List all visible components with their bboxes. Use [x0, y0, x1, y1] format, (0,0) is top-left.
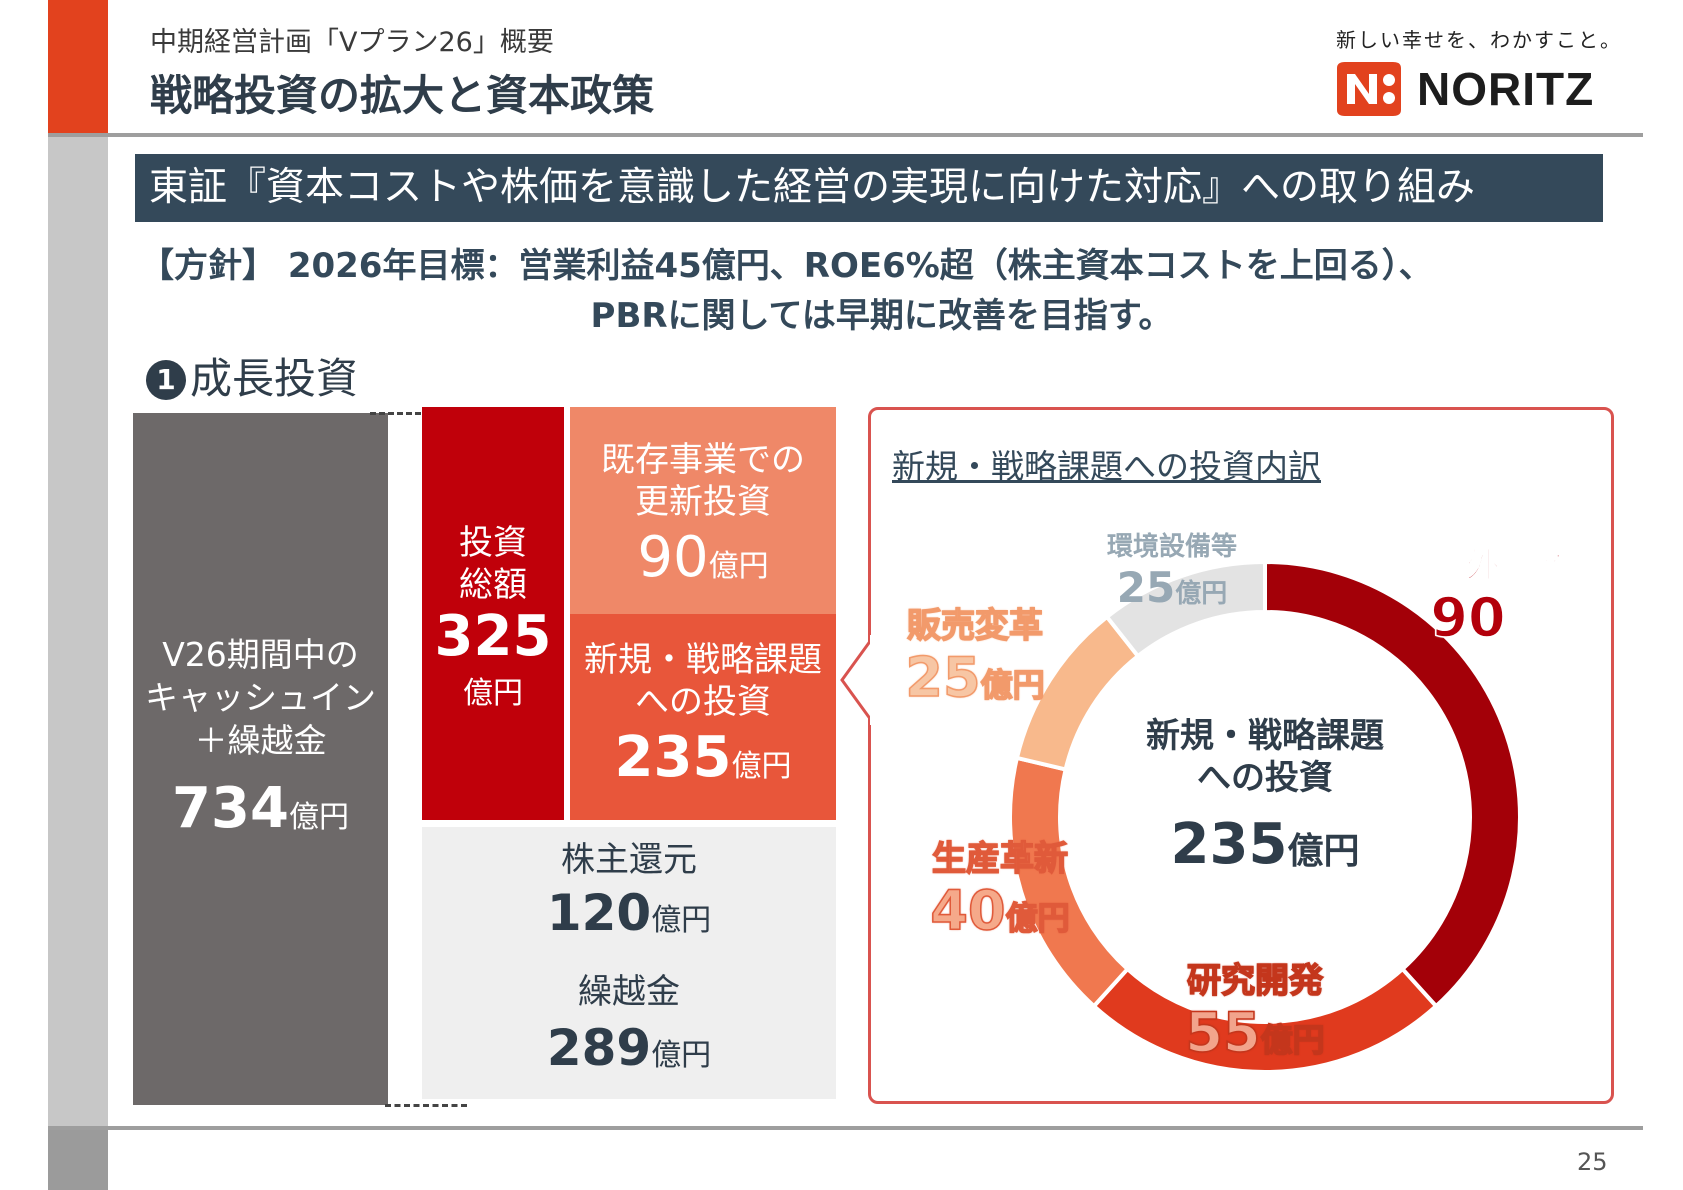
donut-value-unit: 億円 — [980, 665, 1046, 705]
side-stripe — [48, 135, 108, 1190]
tse-initiative-banner: 東証『資本コストや株価を意識した経営の実現に向けた対応』への取り組み — [135, 154, 1603, 222]
carry-unit: 億円 — [651, 1038, 712, 1073]
donut-value-unit: 億円 — [1260, 1020, 1326, 1060]
new-unit: 億円 — [731, 749, 792, 784]
cash-in-unit: 億円 — [288, 800, 349, 835]
header-accent-bar — [48, 0, 108, 135]
brand-tagline: 新しい幸せを、わかすこと。 — [1336, 28, 1622, 52]
donut-label-4: 販売変革 25億円 — [875, 605, 1075, 716]
center-amount: 235億円 — [1105, 805, 1425, 892]
donut-center-label: 新規・戦略課題 への投資 235億円 — [1105, 715, 1425, 892]
new-label-1: 新規・戦略課題 — [584, 640, 822, 680]
donut-label-name: 海外事業 — [1431, 545, 1569, 587]
donut-label-1: 海外事業 90億円 — [1400, 545, 1600, 656]
existing-label-2: 更新投資 — [635, 482, 771, 522]
section-number-badge: 1 — [146, 360, 186, 400]
footer-divider — [48, 1126, 1643, 1130]
donut-slice-5 — [1104, 559, 1267, 659]
side-stripe-bottom — [48, 1130, 108, 1190]
total-unit: 億円 — [463, 676, 523, 711]
cash-in-block: V26期間中の キャッシュイン ＋繰越金 734億円 — [133, 413, 388, 1105]
center-unit: 億円 — [1287, 831, 1360, 872]
shareholder-return-block: 株主還元 120億円 — [422, 827, 836, 949]
new-label-2: への投資 — [635, 682, 771, 722]
donut-value-number: 55 — [1185, 1001, 1262, 1065]
logo-text: NORITZ — [1417, 63, 1595, 115]
donut-value-unit: 億円 — [1005, 898, 1071, 938]
donut-label-3: 生産革新 40億円 — [900, 838, 1100, 949]
total-value: 325 — [434, 604, 552, 669]
donut-label-value: 55億円 — [1155, 1001, 1355, 1071]
donut-slice-1 — [1263, 559, 1522, 1009]
donut-label-value: 25億円 — [1072, 564, 1272, 618]
existing-label-1: 既存事業での — [601, 440, 805, 480]
donut-value-unit: 億円 — [1175, 579, 1228, 609]
share-amount: 120億円 — [422, 881, 836, 957]
carry-amount: 289億円 — [422, 1013, 836, 1095]
page-number: 25 — [1577, 1148, 1608, 1176]
existing-business-block: 既存事業での 更新投資 90億円 — [570, 407, 836, 614]
total-label-1: 投資 — [459, 523, 527, 563]
existing-amount: 90億円 — [570, 523, 836, 606]
carry-value: 289 — [546, 1019, 652, 1077]
section-title: 成長投資 — [190, 354, 359, 403]
investment-total-block: 投資 総額 325 億円 — [422, 407, 564, 820]
new-strategic-block: 新規・戦略課題 への投資 235億円 — [570, 614, 836, 820]
center-label-2: への投資 — [1197, 758, 1333, 798]
share-unit: 億円 — [651, 903, 712, 938]
cash-in-amount: 734億円 — [133, 773, 388, 854]
share-label: 株主還元 — [561, 840, 697, 880]
donut-label-value: 25億円 — [875, 646, 1075, 716]
new-amount: 235億円 — [570, 723, 836, 806]
donut-value-number: 40 — [930, 879, 1007, 943]
share-value: 120 — [546, 884, 652, 942]
total-label-2: 総額 — [459, 565, 527, 605]
donut-label-value: 40億円 — [900, 879, 1100, 949]
existing-value: 90 — [637, 525, 709, 590]
cash-in-label-3: ＋繰越金 — [194, 721, 327, 760]
existing-unit: 億円 — [708, 549, 769, 584]
slide-title: 戦略投資の拡大と資本政策 — [150, 71, 655, 120]
donut-value-number: 25 — [905, 646, 982, 710]
carry-label: 繰越金 — [578, 972, 680, 1012]
donut-label-value: 90億円 — [1400, 586, 1600, 656]
donut-value-unit: 億円 — [1505, 605, 1571, 645]
bracket-bottom-dash — [385, 1104, 467, 1107]
donut-value-number: 90 — [1430, 586, 1507, 650]
policy-line-1: 【方針】 2026年目標：営業利益45億円、ROE6%超（株主資本コストを上回る… — [140, 246, 1433, 286]
breakdown-title: 新規・戦略課題への投資内訳 — [892, 447, 1321, 486]
donut-label-5: 環境設備等 25億円 — [1072, 530, 1272, 618]
donut-value-number: 25 — [1116, 563, 1176, 612]
policy-line-2: PBRに関しては早期に改善を目指す。 — [590, 296, 1173, 336]
donut-label-name: 生産革新 — [931, 838, 1069, 880]
cash-in-value: 734 — [172, 776, 289, 841]
center-value: 235 — [1170, 812, 1288, 877]
donut-label-2: 研究開発 55億円 — [1155, 960, 1355, 1071]
noritz-logo-mark-icon — [1337, 62, 1401, 116]
header-divider — [48, 133, 1643, 137]
slide-subtitle: 中期経営計画「Vプラン26」概要 — [150, 27, 554, 58]
new-value: 235 — [614, 725, 732, 790]
carryover-block: 繰越金 289億円 — [422, 949, 836, 1099]
breakdown-donut-chart — [1008, 559, 1522, 1074]
cash-in-label-1: V26期間中の — [162, 635, 359, 674]
bracket-top-dash — [370, 412, 466, 415]
donut-label-name: 研究開発 — [1186, 960, 1324, 1002]
donut-label-name: 環境設備等 — [1106, 532, 1237, 562]
cash-in-label-2: キャッシュイン — [145, 678, 376, 717]
center-label-1: 新規・戦略課題 — [1146, 716, 1384, 756]
section-heading: 1 成長投資 — [146, 345, 358, 406]
donut-label-name: 販売変革 — [906, 605, 1044, 647]
noritz-logo: NORITZ — [1333, 60, 1603, 118]
